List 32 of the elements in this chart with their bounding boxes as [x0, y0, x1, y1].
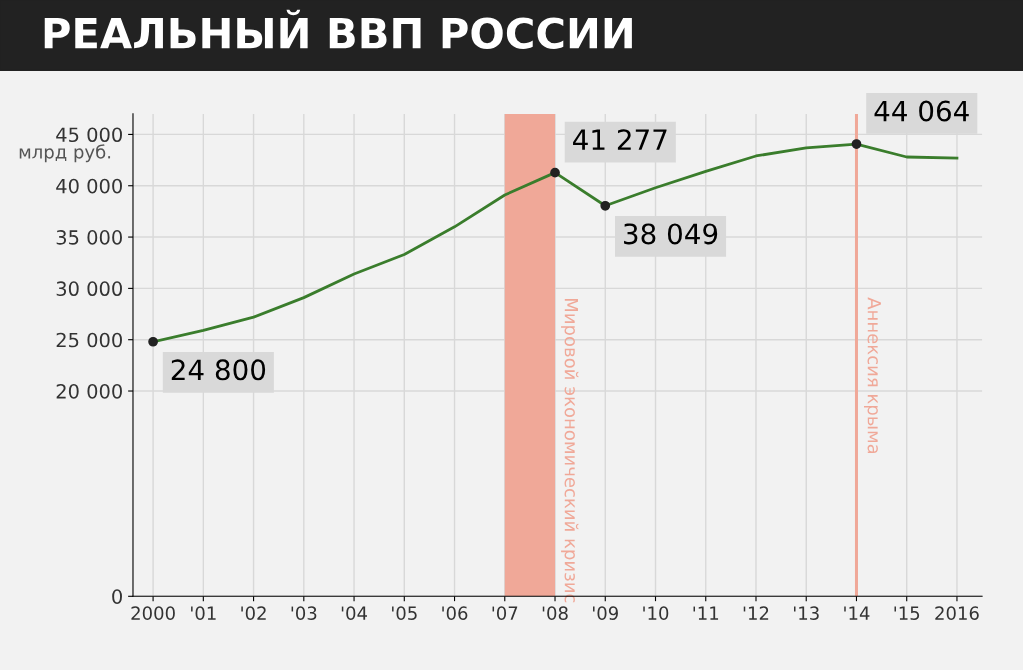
x-tick-label: '04: [341, 606, 368, 620]
x-tick-label: '06: [442, 606, 468, 620]
x-tick-label: '09: [593, 606, 618, 620]
y-tick-label: 45 000: [56, 127, 122, 143]
x-tick-label: '08: [542, 606, 568, 620]
band-label: Аннексия крыма: [864, 297, 881, 454]
y-tick-label: 25 000: [56, 332, 122, 348]
band-label: Мировой экономический кризис: [561, 298, 579, 603]
y-axis-title: млрд руб.: [19, 144, 111, 163]
x-tick-label: '11: [693, 606, 719, 620]
y-tick-label: 30 000: [56, 281, 122, 297]
data-label: 38 049: [624, 223, 718, 245]
x-tick-label: '14: [844, 606, 870, 620]
y-tick-label: 0: [112, 589, 122, 604]
y-tick-label: 35 000: [56, 230, 122, 245]
x-tick-label: '13: [794, 606, 819, 620]
x-tick-label: '10: [643, 606, 669, 620]
data-label: 24 800: [171, 359, 266, 381]
x-tick-label: 2000: [131, 606, 175, 620]
x-tick-label: '12: [743, 606, 769, 620]
x-tick-label: '01: [191, 606, 216, 620]
x-tick-label: '07: [492, 606, 518, 620]
data-label: 41 277: [573, 129, 667, 150]
x-tick-label: '15: [894, 606, 920, 620]
data-label: 44 064: [874, 100, 969, 122]
y-tick-label: 40 000: [56, 178, 122, 194]
x-tick-label: 2016: [935, 606, 979, 620]
y-tick-label: 20 000: [56, 383, 122, 399]
x-tick-label: '05: [392, 606, 417, 620]
chart-title: РЕАЛЬНЫЙ ВВП РОССИИ: [44, 9, 632, 49]
x-tick-label: '03: [291, 606, 317, 620]
x-tick-label: '02: [241, 606, 266, 620]
